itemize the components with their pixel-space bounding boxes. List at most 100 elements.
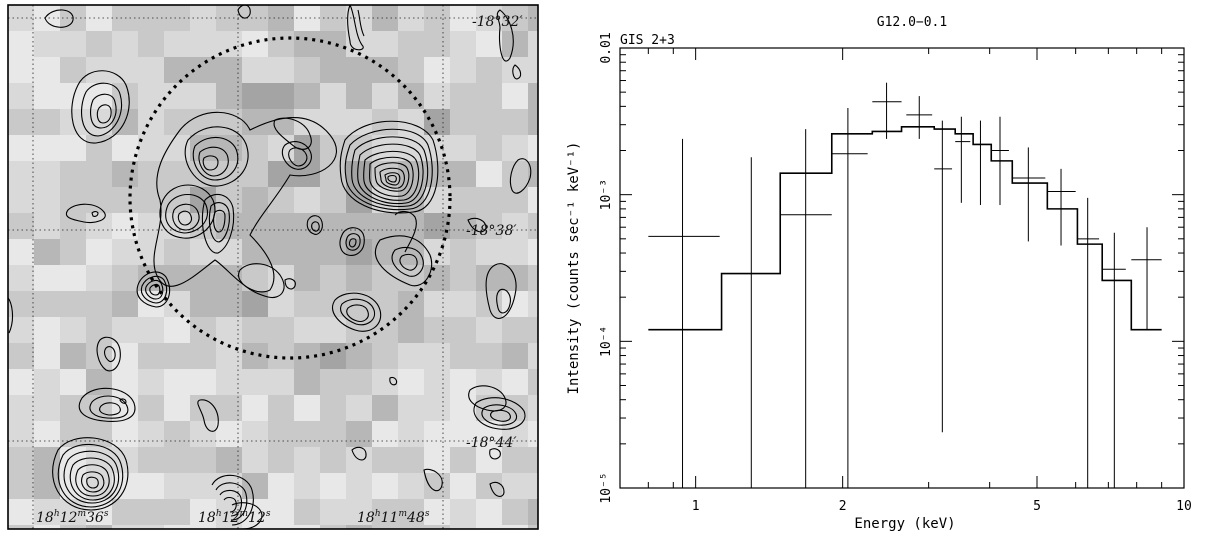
axis-ticks — [619, 47, 1185, 489]
dec-label-1: -18°32′ — [472, 14, 523, 30]
map-pixel — [320, 525, 346, 529]
map-pixel — [320, 317, 346, 343]
map-pixel — [528, 83, 538, 109]
map-pixel — [164, 499, 190, 525]
map-pixel — [346, 135, 372, 161]
remnant-boundary-circle — [128, 36, 452, 360]
map-pixel — [346, 187, 372, 213]
map-pixel — [502, 161, 528, 187]
map-pixel — [34, 525, 60, 529]
radio-contours — [8, 5, 532, 529]
map-pixel — [112, 317, 138, 343]
map-pixel — [476, 447, 502, 473]
model-curve — [648, 126, 1162, 331]
map-pixel — [372, 57, 398, 83]
plot-frame — [619, 47, 1185, 489]
map-pixel — [268, 161, 294, 187]
map-pixel — [424, 395, 450, 421]
map-pixel — [112, 525, 138, 529]
map-pixel — [320, 31, 346, 57]
map-pixel — [190, 109, 216, 135]
map-pixel — [528, 395, 538, 421]
map-pixel — [242, 239, 268, 265]
map-pixel — [112, 135, 138, 161]
map-pixel — [60, 187, 86, 213]
map-pixel — [138, 421, 164, 447]
map-pixel — [242, 135, 268, 161]
map-pixel — [34, 291, 60, 317]
map-pixel — [164, 109, 190, 135]
map-pixel — [190, 31, 216, 57]
map-pixel — [476, 317, 502, 343]
map-pixel — [398, 213, 424, 239]
map-pixel — [242, 317, 268, 343]
map-pixel — [476, 135, 502, 161]
map-pixel — [268, 525, 294, 529]
map-pixel — [398, 265, 424, 291]
data-point — [1012, 147, 1046, 242]
map-pixel — [450, 291, 476, 317]
map-pixel — [112, 447, 138, 473]
map-pixel — [268, 473, 294, 499]
map-pixel — [164, 343, 190, 369]
map-pixel — [242, 57, 268, 83]
map-pixel — [268, 213, 294, 239]
map-pixel — [268, 343, 294, 369]
map-pixel — [528, 265, 538, 291]
map-pixel — [424, 421, 450, 447]
map-pixel — [8, 447, 34, 473]
map-pixel — [424, 499, 450, 525]
map-pixel — [502, 317, 528, 343]
map-pixel — [346, 473, 372, 499]
map-pixel — [372, 525, 398, 529]
map-pixel — [372, 499, 398, 525]
map-pixel — [528, 31, 538, 57]
map-pixel — [346, 525, 372, 529]
map-pixel — [450, 525, 476, 529]
map-pixel — [450, 83, 476, 109]
map-pixel — [424, 187, 450, 213]
map-pixel — [138, 5, 164, 31]
map-pixel — [294, 161, 320, 187]
map-pixel — [294, 83, 320, 109]
map-pixel — [8, 395, 34, 421]
ra-label-1: 18h12m36s — [36, 509, 109, 526]
map-pixel — [398, 499, 424, 525]
map-pixel — [190, 447, 216, 473]
map-pixel — [268, 187, 294, 213]
map-pixel — [502, 109, 528, 135]
map-pixel — [450, 343, 476, 369]
y-tick-labels: 0.01 10⁻³ 10⁻⁴ 10⁻⁵ — [599, 32, 614, 503]
map-pixel — [398, 291, 424, 317]
map-pixel — [294, 421, 320, 447]
map-pixel — [528, 369, 538, 395]
map-pixel — [190, 343, 216, 369]
map-pixel — [242, 447, 268, 473]
map-pixel — [502, 343, 528, 369]
x-tick-labels: 1 2 5 10 — [692, 499, 1192, 514]
map-pixel — [268, 31, 294, 57]
map-pixel — [372, 83, 398, 109]
map-pixel — [294, 5, 320, 31]
map-pixel — [424, 83, 450, 109]
map-pixel — [320, 57, 346, 83]
map-pixel — [138, 135, 164, 161]
map-pixel — [60, 421, 86, 447]
map-pixel — [242, 161, 268, 187]
map-pixel — [34, 421, 60, 447]
map-pixel — [112, 369, 138, 395]
y-tick-label: 0.01 — [599, 32, 614, 63]
map-pixel — [294, 525, 320, 529]
map-pixel — [60, 291, 86, 317]
map-pixel — [424, 473, 450, 499]
map-pixel — [86, 57, 112, 83]
map-pixel — [216, 369, 242, 395]
map-pixel — [450, 187, 476, 213]
map-pixel — [34, 343, 60, 369]
x-tick-label: 2 — [839, 499, 847, 514]
map-pixel — [138, 31, 164, 57]
data-point — [780, 129, 832, 488]
map-pixel — [424, 31, 450, 57]
map-pixel — [502, 525, 528, 529]
map-pixel — [346, 421, 372, 447]
